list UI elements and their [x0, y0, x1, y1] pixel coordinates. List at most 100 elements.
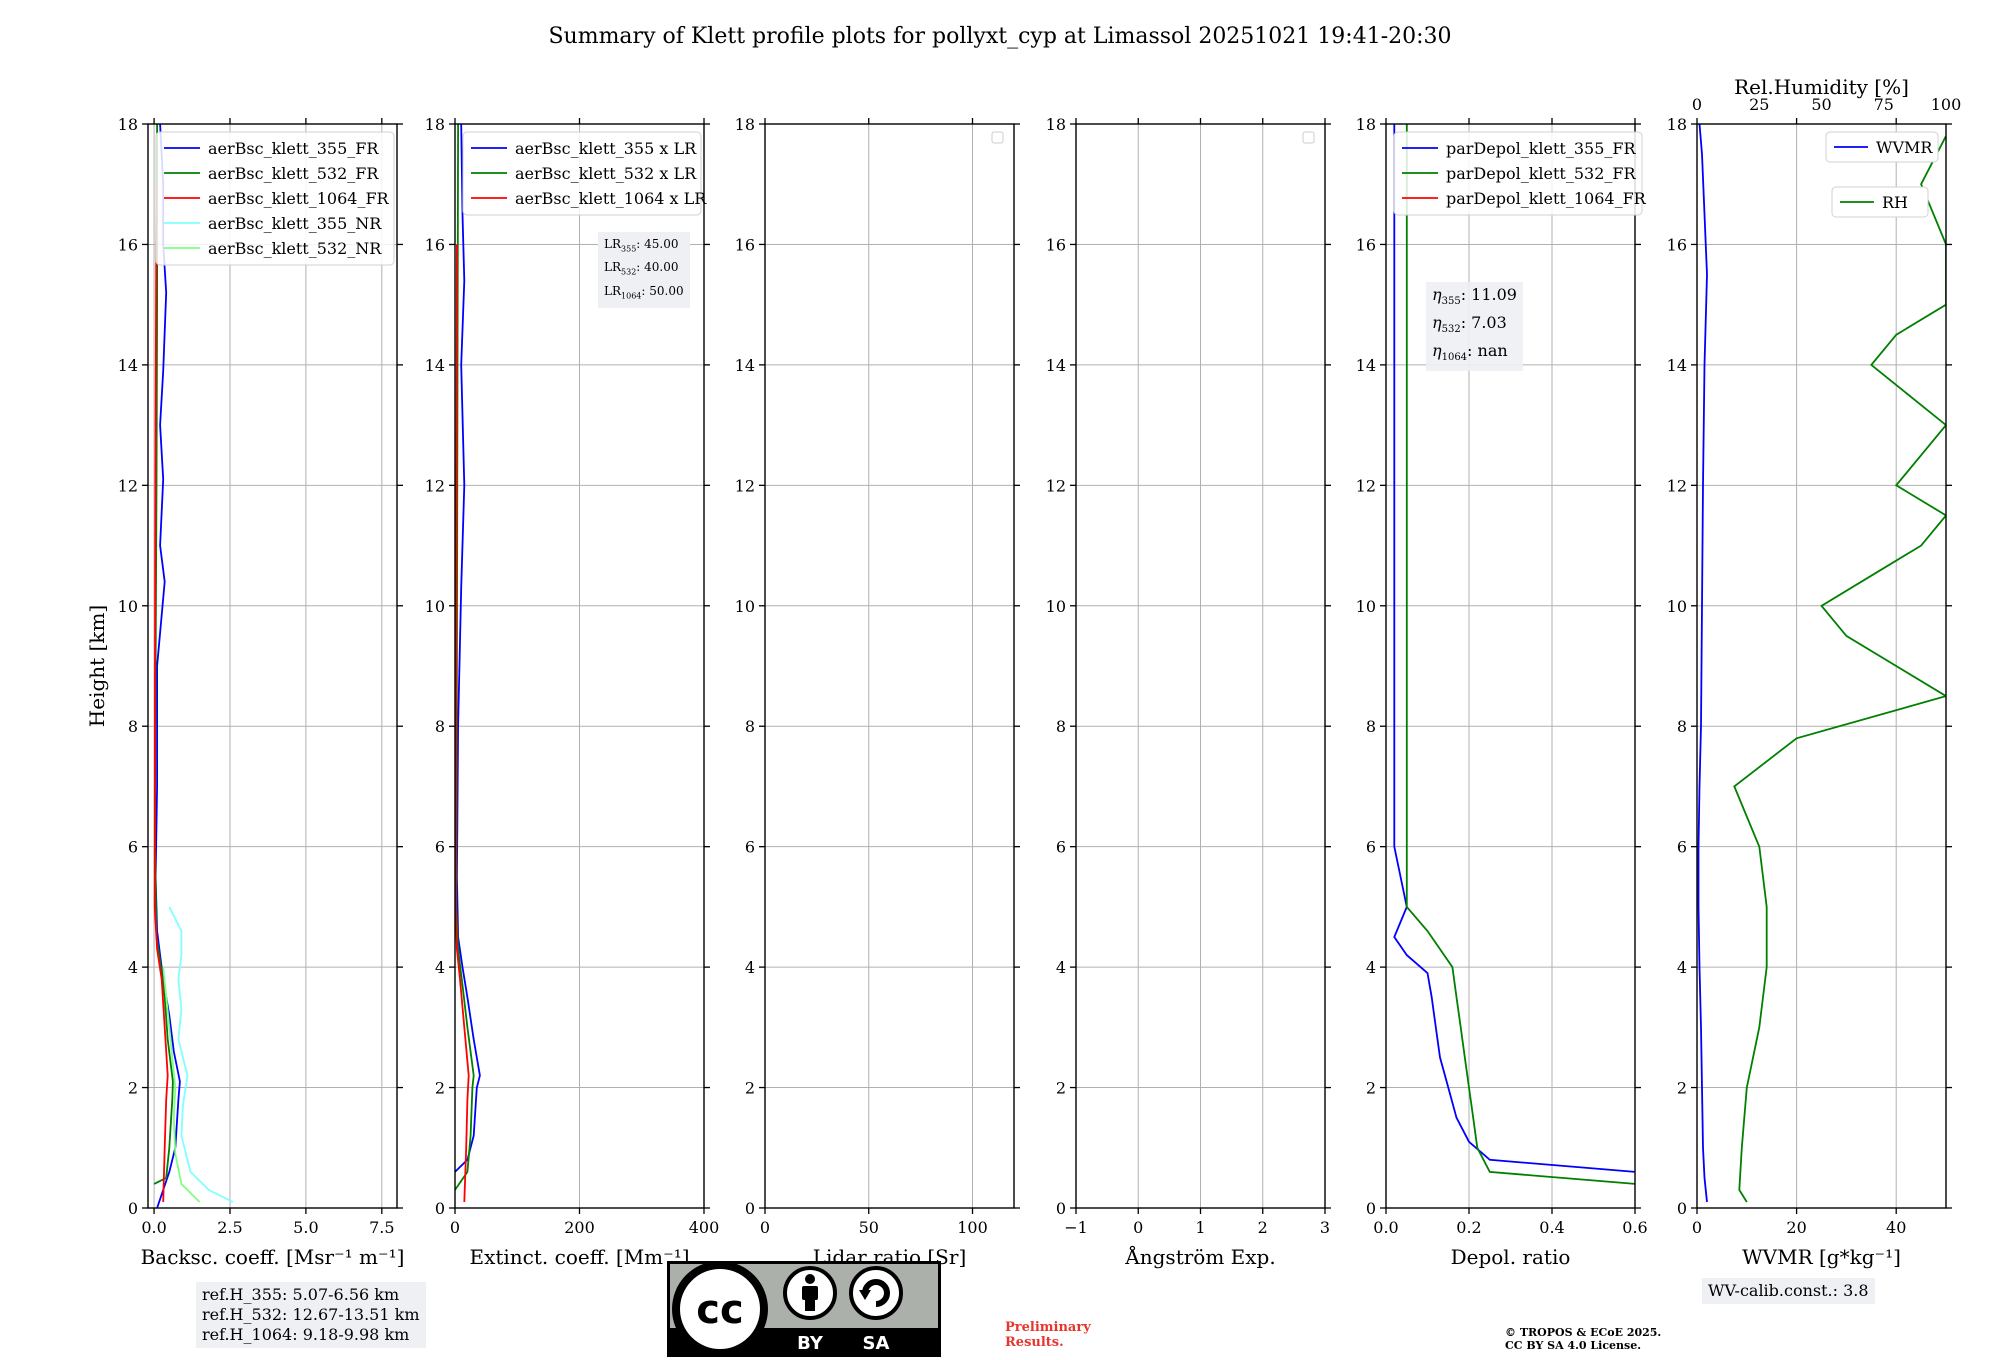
- lidar-ratio-532: LR532: 40.00: [604, 260, 679, 277]
- preliminary-results-note: Preliminary Results.: [1005, 1320, 1091, 1350]
- y-tick-label: 14: [1356, 356, 1376, 375]
- y-tick-label: 14: [425, 356, 445, 375]
- y-tick-label: 8: [1366, 717, 1376, 736]
- legend-label: aerBsc_klett_355 x LR: [515, 139, 697, 158]
- y-tick-label: 10: [1667, 597, 1687, 616]
- y-axis-label: Height [km]: [85, 605, 109, 727]
- y-tick-label: 18: [425, 115, 445, 134]
- x-tick-label: 0: [450, 1218, 460, 1237]
- top-x-tick-label: 0: [1692, 95, 1702, 114]
- legend-box: [1825, 131, 1939, 163]
- copyright-note: © TROPOS & ECoE 2025. CC BY SA 4.0 Licen…: [1505, 1326, 1661, 1352]
- x-tick-label: 1: [1195, 1218, 1205, 1237]
- y-tick-label: 12: [1046, 476, 1066, 495]
- y-tick-label: 12: [735, 476, 755, 495]
- x-tick-label: 100: [957, 1218, 988, 1237]
- series-line-aerBsc-klett-1064-FR: [153, 184, 169, 1203]
- axes-frame: [764, 123, 1015, 1209]
- y-tick-label: 2: [745, 1079, 755, 1098]
- y-tick-label: 18: [1356, 115, 1376, 134]
- x-tick-label: 0: [760, 1218, 770, 1237]
- series-line-parDepol-klett-532-FR: [1405, 124, 1635, 1185]
- reference-heights-box: ref.H_355: 5.07-6.56 km ref.H_532: 12.67…: [196, 1282, 426, 1348]
- y-tick-label: 4: [1677, 958, 1687, 977]
- legend-wvmr: WVMR: [1825, 131, 1939, 163]
- figure-title: Summary of Klett profile plots for polly…: [548, 24, 1451, 49]
- cc-label: cc: [696, 1287, 743, 1333]
- y-tick-label: 16: [735, 235, 755, 254]
- legend-label: parDepol_klett_1064_FR: [1446, 189, 1647, 208]
- series-line-parDepol-klett-355-FR: [1393, 124, 1635, 1173]
- panel-1: 0 2 4 6 8 10 12 14 16 18 0.0 2.5 5.0 7.5 Backsc. coeff…: [85, 115, 404, 1269]
- x-tick-label: 200: [564, 1218, 595, 1237]
- y-tick-label: 6: [1677, 838, 1687, 857]
- top-x-tick-label: 25: [1749, 95, 1769, 114]
- y-tick-label: 16: [118, 235, 138, 254]
- y-tick-label: 4: [128, 958, 138, 977]
- legend: parDepol_klett_355_FR parDepol_klett_532_…: [1393, 131, 1647, 216]
- eta-box: η355: 11.09 η532: 7.03 η1064: nan: [1426, 282, 1523, 371]
- x-tick-label: 0.0: [141, 1218, 166, 1237]
- legend-rh: RH: [1831, 186, 1929, 218]
- axes-frame: [1696, 123, 1947, 1209]
- y-tick-label: 2: [1677, 1079, 1687, 1098]
- legend-label: aerBsc_klett_1064_FR: [208, 189, 390, 208]
- y-tick-label: 12: [118, 476, 138, 495]
- x-tick-label: 0: [1692, 1218, 1702, 1237]
- y-tick-label: 4: [435, 958, 445, 977]
- ref-height-355: ref.H_355: 5.07-6.56 km: [202, 1285, 400, 1304]
- x-tick-label: 2: [1258, 1218, 1268, 1237]
- y-tick-label: 10: [425, 597, 445, 616]
- y-tick-label: 8: [435, 717, 445, 736]
- top-x-tick-label: 100: [1931, 95, 1962, 114]
- lidar-ratio-1064: LR1064: 50.00: [604, 283, 684, 301]
- y-tick-label: 6: [745, 838, 755, 857]
- y-tick-label: 16: [1046, 235, 1066, 254]
- top-x-axis-label: Rel.Humidity [%]: [1734, 75, 1909, 99]
- y-tick-label: 2: [1366, 1079, 1376, 1098]
- x-axis-label: WVMR [g*kg⁻¹]: [1742, 1245, 1901, 1269]
- preliminary-line-2: Results.: [1005, 1335, 1064, 1350]
- preliminary-line-1: Preliminary: [1005, 1320, 1091, 1335]
- y-tick-label: 6: [128, 838, 138, 857]
- legend-label: aerBsc_klett_532 x LR: [515, 164, 697, 183]
- x-axis-label: Ångström Exp.: [1124, 1244, 1275, 1269]
- legend-label: RH: [1882, 193, 1908, 212]
- y-tick-label: 6: [1366, 838, 1376, 857]
- y-tick-label: 6: [1056, 838, 1066, 857]
- legend-box: [1831, 186, 1929, 218]
- y-tick-label: 2: [1056, 1079, 1066, 1098]
- y-tick-label: 10: [1356, 597, 1376, 616]
- legend-label: parDepol_klett_355_FR: [1446, 139, 1637, 158]
- copyright-line-2: CC BY SA 4.0 License.: [1505, 1339, 1642, 1352]
- y-tick-label: 14: [118, 356, 138, 375]
- y-tick-label: 16: [1667, 235, 1687, 254]
- series-line-aerBsc-klett-355-NR: [168, 906, 234, 1203]
- sa-share-alike-icon: [849, 1266, 903, 1320]
- y-tick-label: 16: [425, 235, 445, 254]
- wv-calib-box: WV-calib.const.: 3.8: [1702, 1278, 1875, 1304]
- axes-frame: [147, 123, 398, 1209]
- x-axis-label: Depol. ratio: [1451, 1245, 1571, 1269]
- panel-6: 0 2 4 6 8 10 12 14 16 18 0 20 40 WVMR [g*kg⁻¹] 0 25 50 75…: [1667, 75, 1962, 1269]
- y-tick-label: 12: [425, 476, 445, 495]
- x-tick-label: 400: [689, 1218, 720, 1237]
- y-tick-label: 6: [435, 838, 445, 857]
- series-line-WVMR: [1697, 124, 1708, 1203]
- axes-frame: [1385, 123, 1636, 1209]
- top-x-tick-label: 75: [1874, 95, 1894, 114]
- y-tick-label: 0: [435, 1199, 445, 1218]
- x-tick-label: 2.5: [217, 1218, 242, 1237]
- y-tick-label: 8: [1677, 717, 1687, 736]
- x-tick-label: 20: [1786, 1218, 1806, 1237]
- legend-box: [155, 131, 395, 266]
- x-tick-label: 5.0: [293, 1218, 318, 1237]
- lidar-ratio-355: LR355: 45.00: [604, 237, 679, 254]
- y-tick-label: 18: [1667, 115, 1687, 134]
- y-tick-label: 10: [1046, 597, 1066, 616]
- y-tick-label: 2: [435, 1079, 445, 1098]
- y-tick-label: 0: [745, 1199, 755, 1218]
- legend: aerBsc_klett_355 x LR aerBsc_klett_532 x …: [462, 131, 707, 216]
- y-tick-label: 8: [745, 717, 755, 736]
